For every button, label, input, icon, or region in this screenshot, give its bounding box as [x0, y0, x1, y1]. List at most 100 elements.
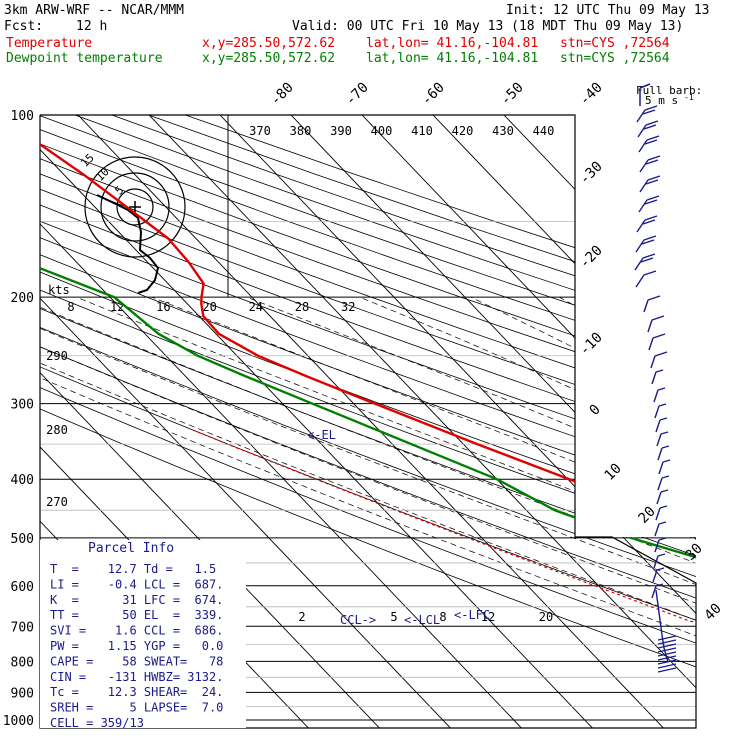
dry-adiabat-line — [40, 115, 696, 728]
isotherm-line — [77, 115, 695, 728]
isotherm-label: -10 — [577, 330, 606, 359]
wind-barb-low-flag — [657, 639, 677, 645]
mixing-ratio-label: 5 — [390, 610, 397, 624]
mixing-ratio-label: 12 — [481, 610, 495, 624]
pressure-label-800: 800 — [11, 655, 34, 670]
theta-label: 280 — [46, 423, 68, 437]
mixing-ratio-label: 2 — [298, 610, 305, 624]
moist-adiabat-line — [246, 296, 696, 728]
temperature-latlon: lat,lon= 41.16,-104.81 — [366, 36, 539, 51]
hodograph-tick-label: 32 — [341, 300, 355, 314]
wind-barb-flag — [656, 567, 665, 571]
wind-barb-flag — [643, 124, 657, 130]
wind-barb-flag — [642, 253, 656, 259]
isotherm-line — [717, 115, 740, 740]
parcel-info-row: T = 12.7 Td = 1.5 — [50, 562, 216, 576]
wind-barb-staff — [647, 319, 653, 333]
wind-barb-flag — [646, 195, 660, 201]
hodograph-ring-label: 15 — [78, 151, 97, 170]
wind-barb-flag — [658, 521, 667, 525]
wind-barb-staff — [654, 539, 660, 553]
wind-barb-flag — [646, 135, 660, 141]
moist-adiabat-line — [76, 296, 696, 728]
hodograph-tick-label: 28 — [295, 300, 309, 314]
isotherm-label: -20 — [577, 243, 606, 272]
pressure-label-1000: 1000 — [3, 714, 34, 729]
wind-barb-staff — [651, 585, 657, 599]
wind-barb-flag — [642, 109, 656, 115]
isotherm-line — [503, 115, 696, 728]
wind-barb-staff — [635, 274, 645, 288]
wind-barb-flag — [640, 257, 654, 263]
wind-barb-staff — [643, 299, 649, 313]
valid-time: Valid: 00 UTC Fri 10 May 13 (18 MDT Thu … — [292, 19, 684, 34]
wind-barb-flag — [661, 445, 670, 449]
wind-barb-flag — [661, 475, 670, 479]
dry-adiabat-line — [40, 115, 696, 728]
isotherm-line — [40, 115, 482, 728]
wind-barb-staff — [648, 337, 654, 351]
wind-key-exponent: -1 — [684, 93, 694, 102]
wind-barb-staff — [653, 555, 659, 569]
dewpoint-legend: Dewpoint temperature — [6, 51, 163, 66]
wind-barb-staff — [650, 355, 656, 369]
theta-label: 290 — [46, 349, 68, 363]
parcel-info-row: TT = 50 EL = 339. — [50, 608, 223, 622]
wind-barb-staff — [656, 433, 662, 447]
moist-adiabat-line — [40, 296, 696, 728]
wind-barb-flag — [655, 369, 664, 373]
wind-barb-low-flag — [657, 667, 677, 673]
parcel-info-row: SVI = 1.6 CCL = 686. — [50, 624, 223, 638]
theta-e-label: 380 — [290, 124, 312, 138]
wind-barb-staff — [639, 179, 649, 193]
theta-e-label: 390 — [330, 124, 352, 138]
hodograph-units: kts — [48, 283, 70, 297]
wind-barb-staff — [656, 491, 662, 505]
isotherm-line — [40, 115, 411, 728]
init-time: Init: 12 UTC Thu 09 May 13 — [506, 3, 710, 18]
isotherm-label: -30 — [577, 159, 606, 188]
temperature-xy: x,y=285.50,572.62 — [202, 36, 336, 51]
wind-barb-low-flag — [657, 659, 677, 665]
wind-barb-flag — [652, 333, 666, 339]
wind-barb-staff — [638, 199, 648, 213]
dry-adiabat-line — [40, 115, 696, 728]
hodograph-tick-label: 20 — [202, 300, 216, 314]
el-annotation: <-EL — [307, 428, 336, 442]
dry-adiabat-line — [40, 115, 696, 728]
wind-barb-flag — [647, 175, 661, 181]
theta-e-label: 400 — [371, 124, 393, 138]
moist-adiabat-line — [151, 296, 696, 728]
wind-barb-flag — [660, 431, 669, 435]
wind-barb-flag — [647, 295, 661, 301]
wind-barb-flag — [651, 315, 665, 321]
moist-adiabat-line — [40, 296, 696, 728]
wind-barb-staff — [658, 461, 664, 475]
isotherm-label: -40 — [577, 80, 606, 109]
fcst-value: 12 h — [76, 19, 108, 34]
wind-barb-flag — [657, 553, 666, 557]
isotherm-line — [361, 115, 696, 728]
wind-barb-staff — [654, 405, 660, 419]
parcel-info-box — [40, 540, 246, 728]
pressure-label-300: 300 — [11, 398, 34, 413]
lcl-annotation: <-LCL — [404, 613, 440, 627]
wind-key-units: 5 m s — [645, 94, 678, 107]
mixing-ratio-label: 8 — [439, 610, 446, 624]
wind-barb-flag — [644, 215, 658, 221]
isotherm-label: 20 — [636, 504, 659, 527]
wind-barb-staff — [651, 371, 657, 385]
wind-barb-flag — [643, 270, 657, 276]
isotherm-line — [645, 115, 696, 728]
wind-barb-flag — [658, 537, 667, 541]
hodograph-ring — [116, 188, 154, 226]
hodograph-ring — [84, 156, 186, 258]
wind-barb-low-flag — [657, 651, 677, 657]
wind-barb-staff — [657, 447, 663, 461]
dewpoint-profile — [40, 115, 696, 663]
fcst-label: Fcst: — [4, 19, 44, 34]
isotherm-line — [148, 115, 696, 728]
parcel-info-row: K = 31 LFC = 674. — [50, 593, 223, 607]
parcel-info-row: CIN = -131 HWBZ= 3132. — [50, 670, 223, 684]
parcel-info-row: Tc = 12.3 SHEAR= 24. — [50, 685, 223, 699]
